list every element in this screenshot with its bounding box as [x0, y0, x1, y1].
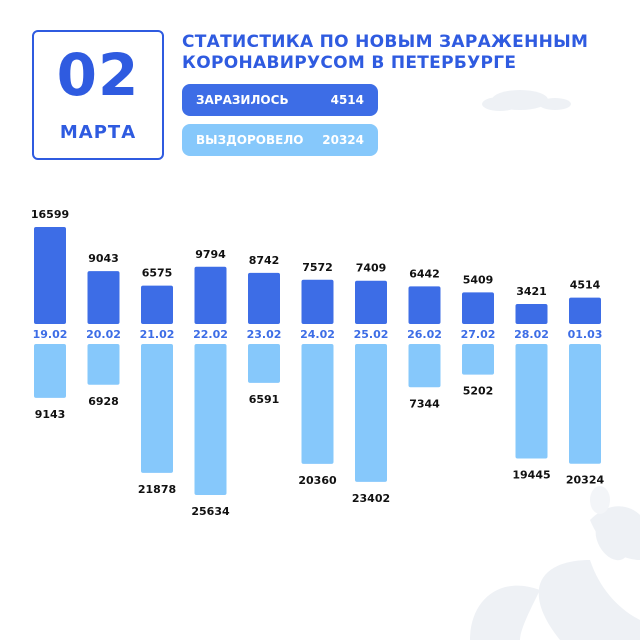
- infected-value-label: 6575: [142, 267, 173, 280]
- date-day: 02: [56, 41, 140, 109]
- date-tick-label: 24.02: [300, 328, 335, 341]
- infected-value-label: 7572: [302, 261, 333, 274]
- date-tick-label: 23.02: [247, 328, 282, 341]
- recovered-value-label: 5202: [463, 385, 494, 398]
- date-tick-label: 22.02: [193, 328, 228, 341]
- recovered-value-label: 20324: [566, 474, 605, 487]
- recovered-bar: [569, 344, 601, 464]
- infected-bar: [355, 280, 387, 324]
- recovered-bar: [355, 344, 387, 482]
- recovered-bar: [408, 344, 441, 388]
- recovered-bar: [248, 344, 280, 383]
- recovered-bar: [194, 344, 227, 495]
- infected-bar: [248, 272, 280, 324]
- recovered-value-label: 21878: [138, 483, 176, 496]
- infected-bar: [569, 297, 601, 324]
- infected-value: 4514: [330, 93, 364, 107]
- infected-value-label: 3421: [516, 285, 547, 298]
- date-tick-label: 28.02: [514, 328, 549, 341]
- date-tick-label: 25.02: [354, 328, 389, 341]
- date-tick-label: 01.03: [568, 328, 603, 341]
- date-tick-label: 26.02: [407, 328, 442, 341]
- recovered-summary: ВЫЗДОРОВЕЛО 20324: [182, 124, 378, 156]
- recovered-value-label: 9143: [35, 408, 66, 421]
- recovered-value: 20324: [322, 133, 364, 147]
- infected-value-label: 7409: [356, 262, 387, 275]
- recovered-label: ВЫЗДОРОВЕЛО: [196, 133, 304, 147]
- recovered-value-label: 6928: [88, 395, 119, 408]
- recovered-value-label: 20360: [298, 474, 337, 487]
- recovered-value-label: 6591: [249, 393, 280, 406]
- recovered-bar: [34, 344, 66, 398]
- infected-value-label: 16599: [31, 208, 69, 221]
- infected-summary: ЗАРАЗИЛОСЬ 4514: [182, 84, 378, 116]
- recovered-bar: [141, 344, 173, 473]
- chart-title: СТАТИСТИКА ПО НОВЫМ ЗАРАЖЕННЫМ КОРОНАВИР…: [182, 32, 622, 74]
- recovered-value-label: 7344: [409, 397, 440, 410]
- recovered-value-label: 23402: [352, 492, 390, 505]
- recovered-bar: [87, 344, 120, 385]
- infected-bar: [34, 227, 66, 324]
- date-tick-label: 21.02: [140, 328, 175, 341]
- title-line-1: СТАТИСТИКА ПО НОВЫМ ЗАРАЖЕННЫМ: [182, 32, 589, 52]
- infected-label: ЗАРАЗИЛОСЬ: [196, 93, 289, 107]
- infected-bar: [408, 286, 441, 324]
- infected-bar: [87, 271, 120, 324]
- infected-value-label: 6442: [409, 267, 440, 280]
- recovered-bar: [515, 344, 548, 459]
- infected-bar: [141, 285, 173, 324]
- recovered-bar: [301, 344, 334, 464]
- infected-bar: [194, 266, 227, 324]
- infected-value-label: 4514: [570, 279, 601, 292]
- title-line-2: КОРОНАВИРУСОМ В ПЕТЕРБУРГЕ: [182, 53, 517, 73]
- infected-value-label: 8742: [249, 254, 280, 267]
- date-card: 02 МАРТА: [32, 30, 164, 160]
- infected-value-label: 9794: [195, 248, 226, 261]
- date-tick-label: 20.02: [86, 328, 121, 341]
- recovered-value-label: 25634: [191, 505, 230, 518]
- infected-bar: [515, 304, 548, 324]
- recovered-bar: [462, 344, 494, 375]
- infected-bar: [301, 279, 334, 324]
- infected-value-label: 5409: [463, 273, 494, 286]
- infected-bar: [462, 292, 494, 324]
- infected-value-label: 9043: [88, 252, 119, 265]
- date-tick-label: 27.02: [461, 328, 496, 341]
- date-month: МАРТА: [59, 122, 137, 143]
- recovered-value-label: 19445: [512, 469, 550, 482]
- date-tick-label: 19.02: [33, 328, 68, 341]
